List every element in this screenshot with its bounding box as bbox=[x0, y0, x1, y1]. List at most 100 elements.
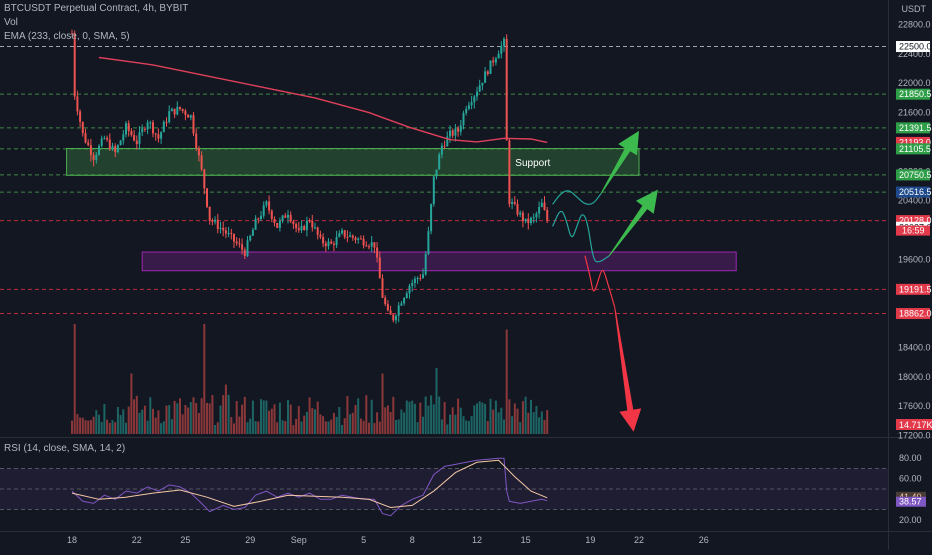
time-tick-label: 12 bbox=[472, 535, 482, 545]
candle-body bbox=[535, 213, 538, 218]
volume-bar bbox=[154, 417, 157, 434]
candle-body bbox=[324, 243, 327, 247]
volume-bar bbox=[346, 396, 349, 434]
candle-body bbox=[235, 241, 238, 244]
time-tick-label: 8 bbox=[410, 535, 415, 545]
price-label-text: 20516.5 bbox=[899, 187, 932, 197]
candle-body bbox=[443, 145, 446, 147]
candle-body bbox=[314, 227, 316, 229]
volume-bar bbox=[71, 420, 73, 434]
candle-body bbox=[106, 137, 109, 140]
candle-body bbox=[262, 205, 265, 216]
candle-body bbox=[116, 145, 119, 153]
candle-body bbox=[95, 154, 98, 160]
candle-body bbox=[79, 111, 82, 122]
candle-body bbox=[389, 310, 392, 315]
volume-bar bbox=[432, 404, 435, 434]
volume-bar bbox=[184, 404, 187, 434]
candle-body bbox=[446, 136, 449, 147]
candle-body bbox=[413, 278, 416, 283]
candle-body bbox=[278, 220, 281, 228]
legend-rsi[interactable]: RSI (14, close, SMA, 14, 2) bbox=[4, 443, 126, 454]
candle-body bbox=[100, 138, 103, 146]
candle-body bbox=[170, 108, 173, 112]
candle-body bbox=[146, 122, 149, 130]
candle-body bbox=[241, 244, 244, 250]
candle-body bbox=[92, 155, 95, 160]
volume-bar bbox=[478, 401, 481, 434]
candle-body bbox=[484, 71, 487, 83]
candle-body bbox=[411, 282, 414, 286]
volume-bar bbox=[535, 406, 538, 434]
legend-symbol[interactable]: BTCUSDT Perpetual Contract, 4h, BYBIT bbox=[4, 3, 189, 14]
volume-bar bbox=[330, 419, 333, 434]
forecasts bbox=[552, 130, 658, 432]
candle-body bbox=[362, 238, 365, 246]
candle-body bbox=[422, 274, 424, 279]
volume-bar bbox=[546, 410, 549, 434]
volume-bar bbox=[84, 420, 87, 434]
candle-body bbox=[457, 128, 460, 132]
volume-bar bbox=[260, 399, 262, 434]
candle-body bbox=[494, 58, 497, 63]
legend-ema[interactable]: EMA (233, close, 0, SMA, 5) bbox=[4, 31, 130, 42]
forecast-bull-path-lower bbox=[552, 210, 610, 263]
candle-body bbox=[408, 285, 411, 294]
volume-bar bbox=[308, 397, 311, 434]
volume-bar bbox=[519, 422, 522, 434]
candle-body bbox=[508, 140, 511, 204]
candle-body bbox=[478, 85, 481, 92]
volume-bar bbox=[270, 408, 273, 434]
candle-body bbox=[257, 218, 260, 220]
volume-bar bbox=[235, 400, 238, 434]
volume-bar bbox=[87, 420, 90, 434]
candle-body bbox=[122, 134, 125, 141]
price-label-text: 22500.0 bbox=[899, 42, 932, 52]
candle-body bbox=[378, 257, 381, 279]
volume-bar bbox=[451, 407, 454, 434]
candle-body bbox=[214, 219, 217, 222]
volume-bar bbox=[427, 405, 430, 434]
volume-bar bbox=[160, 423, 163, 434]
candle-body bbox=[503, 38, 505, 46]
volume-bar bbox=[157, 410, 160, 434]
candle-body bbox=[157, 134, 160, 139]
candle-body bbox=[270, 210, 273, 219]
volume-bar bbox=[486, 421, 489, 434]
candle-body bbox=[397, 305, 400, 316]
candle-body bbox=[341, 230, 343, 234]
legend-volume[interactable]: Vol bbox=[4, 17, 18, 28]
currency-label: USDT bbox=[901, 4, 927, 14]
candle-body bbox=[432, 176, 435, 205]
volume-bar bbox=[192, 397, 195, 434]
price-label-text: 21105.5 bbox=[899, 144, 931, 154]
candle-body bbox=[338, 233, 341, 237]
candle-body bbox=[381, 278, 384, 298]
volume-bar bbox=[473, 405, 476, 434]
volume-bar bbox=[108, 423, 111, 434]
candle-body bbox=[243, 249, 246, 256]
rsi-ma-line bbox=[71, 459, 548, 509]
volume-bar bbox=[508, 399, 511, 434]
volume-bar bbox=[462, 416, 465, 434]
volume-bar bbox=[273, 404, 276, 434]
price-tick-label: 17200.0 bbox=[898, 431, 931, 441]
volume-bar bbox=[200, 398, 203, 434]
candle-body bbox=[532, 217, 535, 219]
candle-body bbox=[473, 96, 476, 103]
volume-bar bbox=[79, 417, 82, 434]
volume-bar bbox=[521, 401, 524, 434]
volume-bar bbox=[95, 410, 98, 434]
candle-body bbox=[238, 243, 241, 245]
rsi-tick-label: 20.00 bbox=[899, 515, 922, 525]
candle-body bbox=[454, 128, 457, 136]
volume-bar bbox=[233, 423, 235, 434]
volume-bar bbox=[89, 420, 92, 434]
candle-body bbox=[203, 169, 206, 189]
volume-bar bbox=[305, 411, 308, 434]
volume-bar bbox=[408, 401, 411, 434]
volume-bar bbox=[300, 421, 303, 434]
